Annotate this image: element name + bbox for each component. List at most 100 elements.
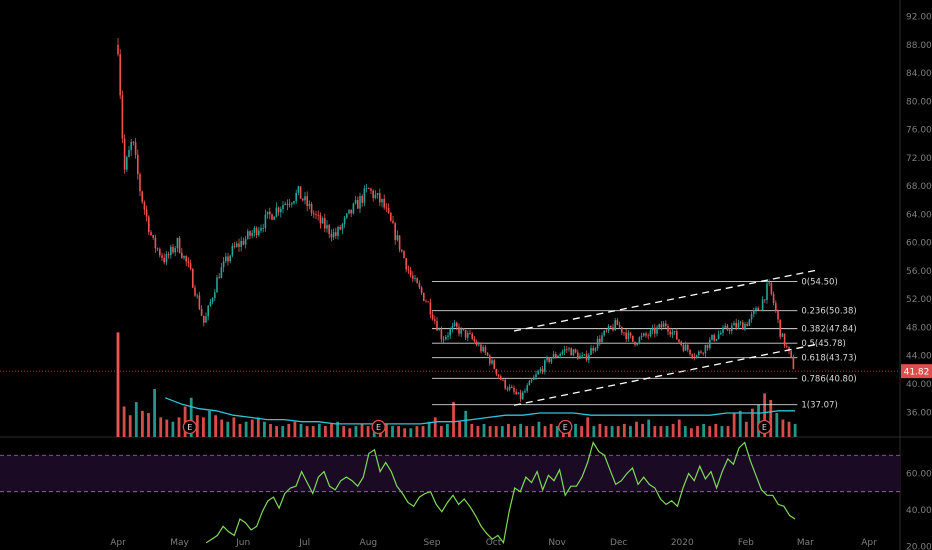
candle-body	[456, 322, 458, 327]
candle-body	[667, 326, 669, 332]
candle-body	[546, 357, 548, 361]
candle-body	[126, 157, 128, 170]
fib-level-label: 0.236(50.38)	[801, 307, 856, 317]
candle-body	[165, 254, 168, 263]
candle-body	[629, 332, 632, 336]
candle-body	[253, 227, 256, 233]
candle-body	[304, 196, 306, 201]
candle-body	[401, 249, 403, 252]
candle-body	[176, 238, 179, 249]
candle-body	[658, 324, 660, 328]
candle-body	[733, 322, 735, 326]
candle-body	[350, 209, 352, 214]
price-candles	[117, 37, 795, 403]
earnings-marker[interactable]	[371, 419, 386, 435]
candle-body	[185, 255, 187, 262]
trend-channel[interactable]	[513, 268, 820, 406]
candle-body	[656, 327, 658, 334]
candle-body	[731, 325, 733, 332]
candle-body	[544, 360, 546, 372]
candle-body	[273, 216, 275, 220]
candle-body	[684, 344, 687, 351]
earnings-marker-label: E	[762, 423, 767, 432]
candle-body	[715, 338, 718, 341]
candle-body	[682, 345, 685, 351]
candle-body	[612, 327, 614, 331]
volume-bars	[116, 332, 797, 437]
time-tick-label: Dec	[610, 538, 627, 548]
candle-body	[453, 322, 456, 327]
candle-body	[302, 198, 304, 201]
candle-body	[152, 235, 154, 238]
candle-body	[352, 203, 355, 214]
price-tick-label: 68.00	[906, 182, 932, 192]
volume-bar	[604, 426, 608, 437]
candle-body	[489, 355, 491, 364]
candle-body	[438, 329, 440, 331]
candle-body	[687, 344, 689, 350]
candle-body	[601, 335, 603, 342]
candle-body	[172, 246, 174, 253]
candle-body	[742, 322, 744, 330]
volume-bar	[519, 423, 523, 437]
volume-bar	[665, 426, 669, 437]
candle-body	[117, 44, 119, 55]
volume-bar	[220, 419, 224, 437]
volume-bar	[153, 389, 157, 437]
candle-body	[315, 214, 317, 216]
candle-body	[691, 354, 693, 357]
candle-body	[130, 141, 132, 151]
candle-body	[244, 238, 247, 245]
candle-body	[519, 392, 522, 400]
volume-bar	[415, 426, 419, 437]
candle-body	[592, 347, 594, 351]
candle-body	[638, 337, 641, 344]
volume-bar	[683, 426, 687, 437]
candle-body	[280, 209, 282, 213]
candle-body	[205, 316, 207, 323]
candle-body	[376, 193, 379, 195]
candle-body	[486, 352, 489, 356]
channel-line	[513, 268, 820, 332]
volume-bar	[293, 421, 297, 437]
candle-body	[739, 322, 742, 324]
rsi-tick-label: 20.00	[906, 542, 932, 550]
candle-body	[134, 142, 137, 155]
earnings-marker[interactable]	[757, 419, 772, 435]
candle-body	[319, 215, 322, 224]
earnings-marker[interactable]	[182, 419, 197, 435]
last-price-label: 41.82	[904, 368, 930, 378]
earnings-marker[interactable]	[558, 419, 573, 435]
volume-bar	[787, 421, 791, 437]
candle-body	[337, 226, 339, 236]
volume-bar	[659, 426, 663, 437]
candle-body	[722, 327, 724, 333]
candle-body	[275, 207, 278, 217]
price-tick-label: 84.00	[906, 69, 932, 79]
volume-bar	[610, 426, 614, 437]
candle-body	[748, 319, 751, 326]
candle-body	[680, 341, 682, 346]
volume-bar	[147, 413, 150, 437]
candle-body	[720, 332, 722, 335]
price-tick-label: 48.00	[906, 323, 932, 333]
fibonacci-retracement[interactable]: 0(54.50) 0.236(50.38) 0.382(47.84) 0.5(45.7…	[431, 278, 857, 411]
candle-body	[689, 349, 691, 355]
volume-bar	[452, 402, 455, 437]
volume-bar	[421, 426, 425, 437]
volume-bar	[555, 426, 559, 437]
candle-body	[621, 326, 623, 333]
candle-body	[460, 328, 462, 334]
candle-body	[299, 186, 302, 199]
volume-bar	[757, 404, 760, 437]
volume-bar	[598, 423, 602, 437]
candle-body	[209, 301, 212, 306]
volume-bar	[208, 410, 211, 437]
candle-body	[693, 356, 696, 358]
candle-body	[361, 196, 363, 203]
candle-body	[761, 299, 764, 311]
price-tick-label: 36.00	[906, 408, 932, 418]
candle-body	[178, 238, 181, 253]
volume-bar	[354, 426, 358, 437]
